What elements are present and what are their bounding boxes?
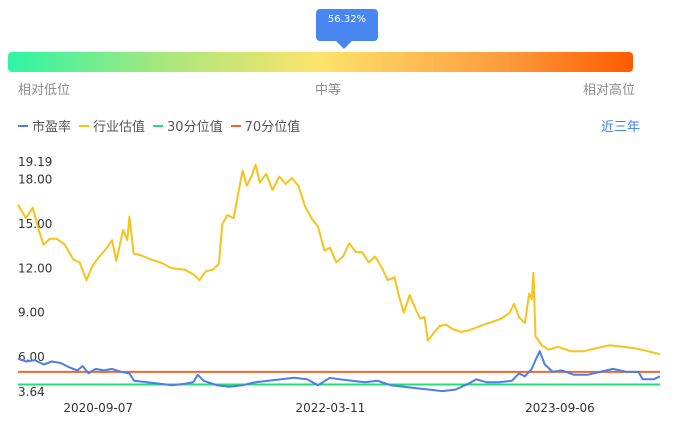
- gauge-label-low: 相对低位: [18, 83, 71, 98]
- y-tick-label: 3.64: [18, 385, 45, 399]
- y-tick-label: 18.00: [18, 173, 52, 187]
- series-line-市盈率: [17, 350, 661, 393]
- series-layer: [17, 163, 661, 393]
- gauge-label-high: 相对高位: [583, 83, 636, 98]
- valuation-gauge-bar: [8, 52, 633, 72]
- chart-legend: 市盈率 行业估值 30分位值 70分位值: [18, 116, 308, 135]
- legend-item-pe[interactable]: 市盈率: [18, 116, 71, 135]
- legend-swatch: [79, 124, 90, 127]
- y-tick-label: 9.00: [18, 306, 45, 320]
- legend-label: 30分位值: [167, 120, 223, 135]
- tooltip-pointer: [336, 41, 352, 49]
- legend-swatch: [18, 124, 28, 127]
- time-range-selector[interactable]: 近三年: [600, 120, 640, 135]
- x-tick-label: 2022-03-11: [295, 401, 365, 415]
- percentile-tooltip: 56.32%: [316, 9, 378, 41]
- legend-swatch: [153, 124, 164, 127]
- x-tick-label: 2020-09-07: [63, 401, 133, 415]
- legend-label: 市盈率: [32, 120, 72, 135]
- legend-label: 行业估值: [93, 120, 146, 135]
- legend-label: 70分位值: [244, 120, 301, 135]
- legend-item-p30[interactable]: 30分位值: [153, 116, 223, 135]
- y-tick-label: 19.19: [18, 155, 52, 169]
- series-line-行业估值: [17, 163, 661, 356]
- y-tick-label: 12.00: [18, 261, 52, 275]
- legend-item-p70[interactable]: 70分位值: [230, 116, 301, 135]
- y-tick-label: 15.00: [18, 217, 52, 231]
- gauge-label-mid: 中等: [315, 83, 342, 98]
- percentile-value: 56.32%: [327, 14, 367, 25]
- x-tick-label: 2023-09-06: [525, 401, 595, 415]
- legend-item-industry[interactable]: 行业估值: [79, 116, 145, 135]
- x-axis: 2020-09-07 2022-03-11 2023-09-06: [63, 401, 595, 415]
- legend-swatch: [230, 124, 241, 127]
